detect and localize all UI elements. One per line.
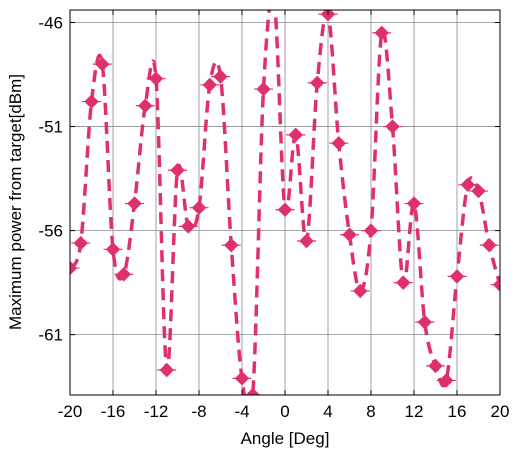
data-point (224, 237, 239, 253)
data-point (439, 373, 454, 388)
data-point (138, 98, 153, 113)
data-point (95, 56, 110, 72)
data-point (159, 362, 174, 378)
data-point (331, 135, 346, 151)
data-point (299, 233, 314, 249)
y-axis-label: Maximum power from target[dBm] (6, 74, 25, 330)
y-tick-label: -61 (38, 326, 63, 345)
y-tick-label: -51 (38, 118, 63, 137)
data-point (84, 94, 99, 109)
x-axis-label: Angle [Deg] (241, 429, 330, 448)
data-point (105, 242, 121, 257)
y-tick-label: -46 (38, 13, 63, 32)
data-point (374, 25, 389, 41)
data-point (310, 75, 325, 91)
x-tick-label: -8 (191, 402, 206, 421)
data-point (256, 81, 271, 97)
data-point (482, 237, 497, 253)
data-point (471, 183, 486, 199)
data-point (202, 77, 217, 93)
data-point (363, 223, 379, 238)
data-point (342, 227, 357, 242)
data-point (353, 283, 368, 299)
data-point (428, 358, 443, 374)
data-point (288, 127, 303, 143)
x-tick-label: 8 (366, 402, 375, 421)
data-point (234, 371, 250, 386)
data-point (417, 314, 432, 330)
y-tick-label: -56 (38, 222, 63, 241)
x-tick-label: -16 (101, 402, 126, 421)
data-point (245, 387, 260, 395)
data-point (396, 275, 411, 290)
data-point (213, 69, 228, 84)
data-point (320, 10, 336, 22)
x-tick-label: 4 (323, 402, 332, 421)
data-point (191, 200, 207, 215)
ticks: -20 -16 -12 -8 -4 0 4 8 12 16 20 -46 -51 -56 -61 (38, 10, 509, 421)
data-point (268, 0, 281, 8)
x-tick-label: 20 (491, 402, 510, 421)
data-point (170, 163, 185, 178)
x-tick-label: -20 (58, 402, 83, 421)
data-point (449, 269, 465, 284)
series-layer (70, 0, 500, 395)
data-point (406, 196, 422, 211)
x-tick-label: 0 (280, 402, 289, 421)
data-point (277, 202, 293, 217)
data-point (116, 267, 131, 282)
data-point (73, 235, 88, 251)
data-point (492, 277, 500, 292)
data-point (460, 177, 475, 193)
data-point (181, 219, 196, 234)
data-point (148, 71, 164, 86)
data-point (70, 260, 78, 276)
data-point (127, 196, 142, 211)
x-tick-label: -12 (144, 402, 169, 421)
x-tick-label: -4 (234, 402, 249, 421)
x-tick-label: 12 (405, 402, 424, 421)
x-tick-label: 16 (448, 402, 467, 421)
data-point (385, 119, 400, 134)
